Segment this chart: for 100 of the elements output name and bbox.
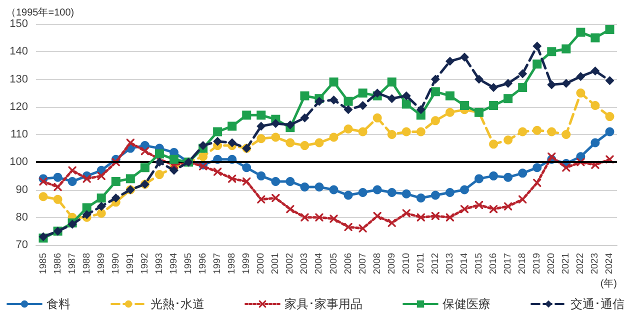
x-tick-label: 1994 [168,253,180,274]
point [228,122,237,131]
x-tick-label: 2002 [284,253,296,274]
point [518,127,528,136]
x-tick-label: 1993 [154,253,165,274]
x-tick-label: 2008 [372,253,383,274]
point [154,158,164,167]
x-tick-label: 2004 [314,253,325,274]
point [126,138,134,147]
point [518,69,528,78]
point [111,176,120,186]
point [504,136,513,145]
point [53,194,62,204]
x-tick-label: 1991 [124,253,136,274]
point [430,74,440,84]
point [590,100,600,110]
point [416,194,426,203]
legend-label: 家具･家事用品 [284,297,362,311]
x-tick-label: 1995 [183,253,194,274]
point [256,134,266,144]
x-tick-label: 2022 [575,253,586,274]
point [272,194,280,202]
point [402,209,410,218]
point [242,177,251,186]
point [402,91,411,100]
point [358,127,368,136]
point [329,132,338,142]
x-tick-label: 1988 [81,253,92,274]
point [358,88,368,98]
x-tick-label: 1997 [212,253,224,274]
point [430,87,440,96]
point [169,166,178,175]
point [547,47,556,56]
point [286,176,295,186]
x-tick-label: 1985 [38,253,49,274]
point [518,168,528,178]
point [358,100,368,110]
point [590,138,600,148]
x-tick-label: 2021 [560,253,572,274]
x-tick-label: 2000 [256,253,267,274]
point [490,205,498,214]
x-tick-label: 2003 [299,253,310,274]
x-tick-label: 2015 [474,253,485,274]
point [329,185,338,194]
point [315,213,324,222]
point [446,213,454,222]
x-tick-label: 2023 [590,253,601,274]
point [372,113,382,122]
point [242,110,252,120]
point [96,194,106,203]
point [154,170,164,180]
point [605,76,614,86]
x-tick-label: 1987 [66,253,78,274]
point [562,44,571,54]
point [416,105,426,114]
x-tick-label: 2020 [546,253,558,274]
point [430,190,440,200]
point [38,192,48,202]
point [314,182,324,192]
point [562,164,570,172]
point [300,91,310,100]
point [96,202,106,211]
point [198,152,208,162]
point [460,100,469,110]
point [576,28,586,37]
x-tick-label: 2019 [532,253,543,274]
point [387,94,396,104]
point [489,140,498,149]
point [372,88,382,98]
point [532,42,542,51]
point [532,163,542,172]
point [344,105,353,114]
point [169,154,178,164]
x-tick-label: 1996 [198,253,209,274]
point [213,136,222,146]
point [228,138,237,148]
point [344,190,353,200]
point [402,100,411,109]
x-tick-label: 2017 [502,253,514,274]
legend-label: 交通･通信 [570,297,624,311]
point [96,208,106,218]
y-tick-label: 110 [10,128,28,140]
x-tick-label: 2024 [604,253,616,274]
y-axis-title: （1995年=100) [6,6,74,18]
x-tick-label: 2018 [517,253,528,274]
point [344,96,353,106]
point [504,78,513,88]
point [576,88,586,98]
point [256,122,266,131]
x-axis-title: (年) [600,278,617,290]
point [474,74,484,84]
point [504,94,513,104]
point [329,95,338,104]
point [402,189,411,198]
point [504,172,513,182]
point [518,195,527,204]
x-tick-label: 2007 [357,253,368,274]
y-tick-label: 70 [16,239,28,251]
x-tick-label: 2016 [488,253,500,274]
point [140,147,149,156]
